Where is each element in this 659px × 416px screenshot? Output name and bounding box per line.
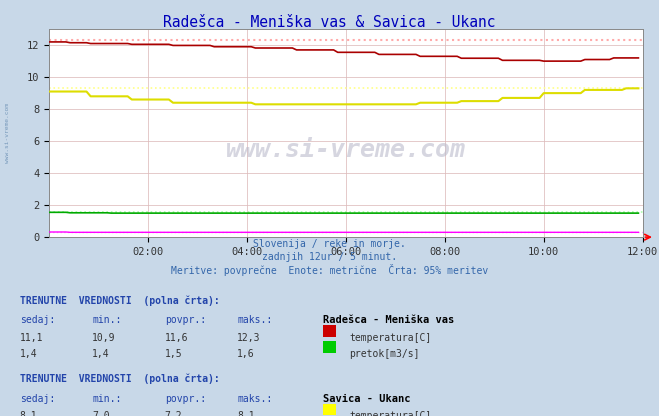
Text: 8,1: 8,1 (237, 411, 255, 416)
Text: www.si-vreme.com: www.si-vreme.com (5, 103, 11, 163)
Text: min.:: min.: (92, 394, 122, 404)
Text: 11,6: 11,6 (165, 333, 188, 343)
Text: temperatura[C]: temperatura[C] (349, 411, 432, 416)
Text: www.si-vreme.com: www.si-vreme.com (226, 138, 466, 162)
Text: 10,9: 10,9 (92, 333, 116, 343)
Text: Savica - Ukanc: Savica - Ukanc (323, 394, 411, 404)
Text: Radešca - Meniška vas: Radešca - Meniška vas (323, 315, 454, 325)
Text: 11,1: 11,1 (20, 333, 43, 343)
Text: povpr.:: povpr.: (165, 394, 206, 404)
Text: 7,2: 7,2 (165, 411, 183, 416)
Text: zadnjih 12ur / 5 minut.: zadnjih 12ur / 5 minut. (262, 252, 397, 262)
Text: maks.:: maks.: (237, 315, 272, 325)
Text: maks.:: maks.: (237, 394, 272, 404)
Text: 8,1: 8,1 (20, 411, 38, 416)
Text: 1,6: 1,6 (237, 349, 255, 359)
Text: 1,4: 1,4 (92, 349, 110, 359)
Text: TRENUTNE  VREDNOSTI  (polna črta):: TRENUTNE VREDNOSTI (polna črta): (20, 295, 219, 306)
Text: 1,5: 1,5 (165, 349, 183, 359)
Text: 1,4: 1,4 (20, 349, 38, 359)
Text: 12,3: 12,3 (237, 333, 261, 343)
Text: sedaj:: sedaj: (20, 394, 55, 404)
Text: TRENUTNE  VREDNOSTI  (polna črta):: TRENUTNE VREDNOSTI (polna črta): (20, 374, 219, 384)
Text: min.:: min.: (92, 315, 122, 325)
Text: pretok[m3/s]: pretok[m3/s] (349, 349, 420, 359)
Text: povpr.:: povpr.: (165, 315, 206, 325)
Text: Radešca - Meniška vas & Savica - Ukanc: Radešca - Meniška vas & Savica - Ukanc (163, 15, 496, 30)
Text: sedaj:: sedaj: (20, 315, 55, 325)
Text: Meritve: povprečne  Enote: metrične  Črta: 95% meritev: Meritve: povprečne Enote: metrične Črta:… (171, 264, 488, 276)
Text: 7,0: 7,0 (92, 411, 110, 416)
Text: Slovenija / reke in morje.: Slovenija / reke in morje. (253, 239, 406, 249)
Text: temperatura[C]: temperatura[C] (349, 333, 432, 343)
